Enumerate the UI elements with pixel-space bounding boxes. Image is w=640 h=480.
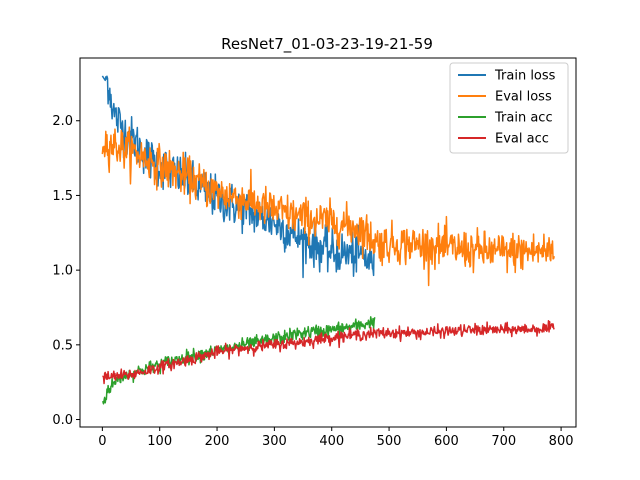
x-tick-label: 400 <box>319 434 344 449</box>
y-tick-label: 2.0 <box>52 114 73 129</box>
axes-layer: 0 100 200 300 400 500 600 700 800 0.0 0.5 1.0 1.5 2.0 <box>52 57 577 449</box>
x-tick-label: 600 <box>434 434 459 449</box>
legend-label: Eval acc <box>495 132 549 147</box>
x-tick-label: 300 <box>262 434 287 449</box>
legend-label: Eval loss <box>495 90 552 105</box>
y-tick-label: 1.0 <box>52 264 73 279</box>
x-tick-label: 200 <box>205 434 230 449</box>
series-line-train-loss <box>101 75 376 279</box>
y-tick-label: 0.0 <box>52 413 73 428</box>
plot-layer <box>101 75 555 405</box>
x-tick-label: 700 <box>491 434 516 449</box>
series-line-eval-loss <box>101 126 555 287</box>
plot-frame <box>79 57 577 428</box>
legend-label: Train loss <box>494 69 556 84</box>
legend: Train loss Eval loss Train acc Eval acc <box>449 62 569 154</box>
series-line-train-acc <box>101 316 376 405</box>
y-tick-label: 1.5 <box>52 189 73 204</box>
legend-box <box>449 62 569 154</box>
legend-label: Train acc <box>494 111 553 126</box>
chart-title: ResNet7_01-03-23-19-21-59 <box>221 35 433 54</box>
x-tick-label: 100 <box>147 434 172 449</box>
x-tick-label: 500 <box>377 434 402 449</box>
x-tick-label: 0 <box>98 434 106 449</box>
y-tick-label: 0.5 <box>52 338 73 353</box>
series-line-eval-acc <box>102 320 555 385</box>
x-tick-label: 800 <box>549 434 574 449</box>
